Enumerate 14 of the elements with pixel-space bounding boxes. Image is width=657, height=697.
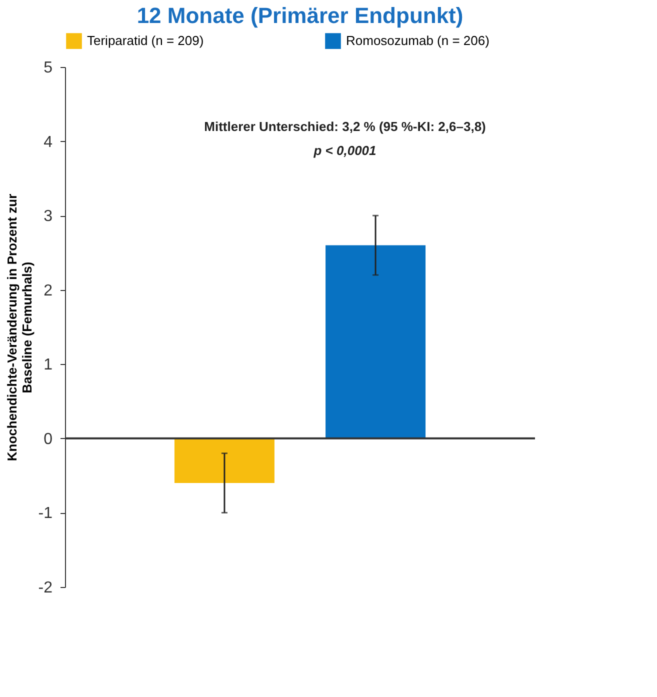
y-tick-label: 2 [44, 282, 53, 300]
y-tick-label: -1 [38, 505, 53, 522]
y-tick-label: 3 [44, 208, 53, 226]
y-tick-label: 5 [44, 60, 53, 76]
chart-title: 12 Monate (Primärer Endpunkt) [136, 3, 464, 28]
legend-label: Romosozumab (n = 206) [346, 33, 490, 48]
annotation: Mittlerer Unterschied: 3,2 % (95 %-KI: 2,6–3,8) [204, 119, 486, 134]
y-tick-label: -2 [38, 580, 53, 596]
y-tick-label: 4 [44, 134, 53, 151]
y-axis-title: Knochendichte-Veränderung in Prozent zur Baseline (Femurhals) [4, 194, 34, 462]
y-tick-label: 1 [44, 356, 53, 374]
y-tick-label: 0 [44, 430, 53, 448]
annotation: p < 0,0001 [312, 143, 376, 158]
legend-label: Teriparatid (n = 209) [87, 33, 204, 48]
